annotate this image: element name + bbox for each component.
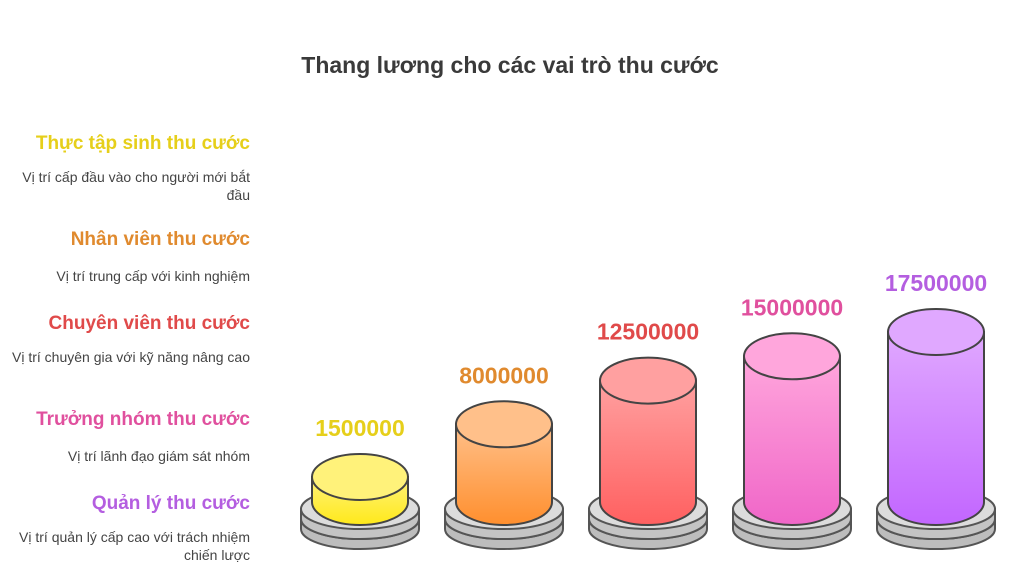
bar-3: 15000000 xyxy=(732,294,852,550)
legend-title-intern: Thực tập sinh thu cước xyxy=(35,133,250,154)
data-label-4: 17500000 xyxy=(885,270,987,296)
data-label-2: 12500000 xyxy=(597,319,699,345)
legend-desc-specialist: Vị trí chuyên gia với kỹ năng nâng cao xyxy=(12,349,250,365)
chart-title: Thang lương cho các vai trò thu cước xyxy=(301,52,719,78)
data-label-0: 1500000 xyxy=(315,415,405,441)
bar-cap-2 xyxy=(599,356,697,405)
bar-cylinder-4 xyxy=(887,331,985,526)
legend-title-teamlead: Trưởng nhóm thu cước xyxy=(36,409,250,430)
legend-title-manager: Quản lý thu cước xyxy=(91,493,250,514)
bar-cap-4 xyxy=(887,308,985,356)
bar-cylinder-1 xyxy=(455,423,553,526)
legend-desc-staff: Vị trí trung cấp với kinh nghiệm xyxy=(56,268,250,284)
bar-0: 1500000 xyxy=(300,415,420,550)
data-label-3: 15000000 xyxy=(741,294,843,320)
legend-title-staff: Nhân viên thu cước xyxy=(70,229,250,250)
bar-cylinder-3 xyxy=(743,355,841,526)
legend-title-specialist: Chuyên viên thu cước xyxy=(48,313,250,334)
bar-2: 12500000 xyxy=(588,319,708,550)
bar-cap-1 xyxy=(455,400,553,449)
legend-desc-teamlead: Vị trí lãnh đạo giám sát nhóm xyxy=(67,448,250,464)
legend-desc-intern: Vị trí cấp đầu vào cho người mới bắt đầu xyxy=(22,169,250,203)
bar-cap-3 xyxy=(743,332,841,381)
legend-desc-manager: Vị trí quản lý cấp cao với trách nhiệm c… xyxy=(19,529,250,563)
bar-cylinder-2 xyxy=(599,379,697,526)
bar-4: 17500000 xyxy=(876,270,996,550)
data-label-1: 8000000 xyxy=(459,362,549,388)
bar-cap-0 xyxy=(311,453,409,501)
bar-1: 8000000 xyxy=(444,362,564,550)
